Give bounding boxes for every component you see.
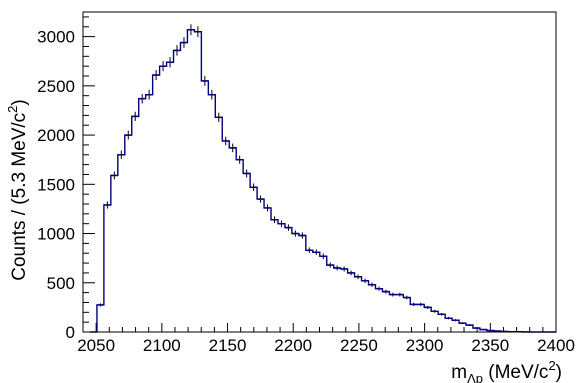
y-tick-label: 2000 — [37, 126, 75, 145]
y-tick-label: 0 — [66, 323, 75, 342]
y-tick-label: 1000 — [37, 225, 75, 244]
x-axis-label-m: m — [451, 362, 467, 383]
plot-frame — [82, 11, 557, 333]
x-tick-label: 2200 — [274, 336, 312, 355]
x-tick-label: 2150 — [209, 336, 247, 355]
x-axis-label-main: (MeV/c — [483, 362, 548, 383]
y-axis-label-main: Counts / (5.3 MeV/c — [9, 113, 30, 281]
axis-tick-labels: 2050 2100 2150 2200 2250 2300 2350 2400 0 500 1000… — [37, 28, 575, 355]
histogram-bars — [89, 24, 557, 333]
y-axis-label: Counts / (5.3 MeV/c2) — [5, 99, 30, 280]
x-tick-label: 2350 — [471, 336, 509, 355]
y-tick-label: 1500 — [37, 175, 75, 194]
x-tick-label: 2250 — [340, 336, 378, 355]
x-axis-label-end: ) — [556, 362, 562, 383]
y-tick-label: 2500 — [37, 77, 75, 96]
y-tick-label: 500 — [47, 274, 75, 293]
x-tick-label: 2100 — [143, 336, 181, 355]
x-axis-label-sup: 2 — [548, 358, 555, 373]
y-axis-label-sup: 2 — [5, 106, 20, 113]
x-axis-label: mΛp (MeV/c2) — [451, 358, 562, 383]
x-tick-label: 2400 — [537, 336, 575, 355]
x-tick-label: 2050 — [77, 336, 115, 355]
x-axis-label-sub: Λp — [467, 371, 483, 383]
y-axis-label-end: ) — [9, 99, 30, 105]
x-tick-label: 2300 — [406, 336, 444, 355]
y-tick-label: 3000 — [37, 28, 75, 47]
